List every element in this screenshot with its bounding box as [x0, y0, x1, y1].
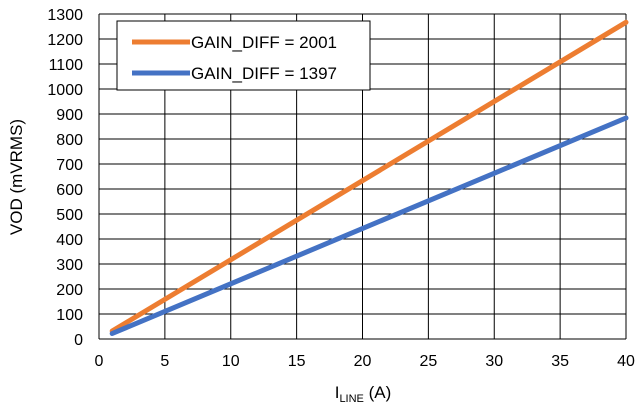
x-axis-tick-labels: 0 5 10 15 20 25 30 35 40: [95, 353, 635, 370]
legend-label-series-1: GAIN_DIFF = 2001: [191, 33, 337, 52]
series-line-2: [112, 118, 626, 334]
x-axis-title-subscript: LINE: [339, 393, 363, 405]
y-tick-label-2: 200: [56, 282, 83, 299]
x-tick-label-4: 20: [354, 353, 372, 370]
x-tick-label-0: 0: [95, 353, 104, 370]
x-tick-label-8: 40: [617, 353, 635, 370]
x-tick-label-6: 30: [485, 353, 503, 370]
y-tick-label-1: 100: [56, 307, 83, 324]
x-axis-title-unit: (A): [364, 383, 391, 402]
x-tick-label-3: 15: [288, 353, 306, 370]
y-axis-tick-labels: 0 100 200 300 400 500 600 700 800 900 1000 1100 1200…: [47, 7, 83, 349]
x-tick-label-1: 5: [160, 353, 169, 370]
x-tick-label-7: 35: [551, 353, 569, 370]
y-axis-title: VOD (mVRMS): [7, 119, 26, 235]
x-axis-title: ILINE (A): [335, 383, 392, 405]
y-tick-label-9: 900: [56, 107, 83, 124]
y-tick-label-12: 1200: [47, 32, 83, 49]
y-tick-label-4: 400: [56, 232, 83, 249]
y-tick-label-10: 1000: [47, 82, 83, 99]
y-tick-label-8: 800: [56, 132, 83, 149]
y-tick-label-3: 300: [56, 257, 83, 274]
x-tick-label-2: 10: [222, 353, 240, 370]
y-tick-label-0: 0: [74, 332, 83, 349]
y-tick-label-7: 700: [56, 157, 83, 174]
x-tick-label-5: 25: [419, 353, 437, 370]
y-tick-label-11: 1100: [49, 57, 84, 74]
legend-label-series-2: GAIN_DIFF = 1397: [191, 64, 337, 83]
y-tick-label-5: 500: [56, 207, 83, 224]
y-tick-label-13: 1300: [47, 7, 83, 24]
y-tick-label-6: 600: [56, 182, 83, 199]
legend: GAIN_DIFF = 2001 GAIN_DIFF = 1397: [117, 21, 370, 90]
